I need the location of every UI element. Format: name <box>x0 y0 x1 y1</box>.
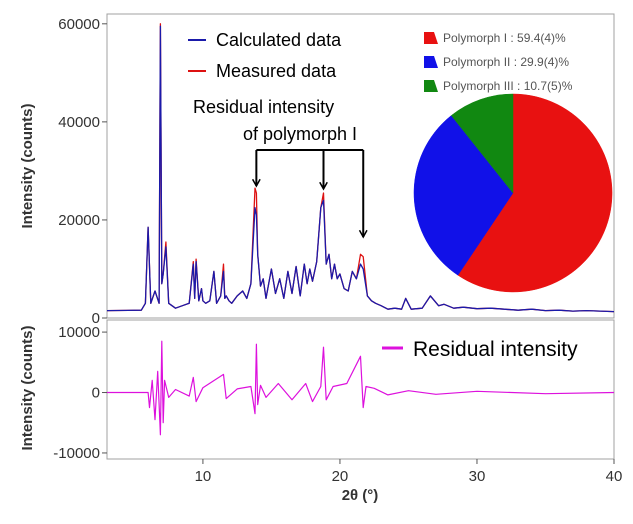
x-tick-label: 20 <box>332 468 349 485</box>
x-axis-label: 2θ (°) <box>342 487 379 504</box>
x-tick-label: 10 <box>195 468 212 485</box>
pie-legend-label: Polymorph II : 29.9(4)% <box>443 55 569 69</box>
polymorph-pie-chart <box>413 93 613 293</box>
pie-slice <box>457 93 613 293</box>
pie-legend-label: Polymorph I : 59.4(4)% <box>443 31 566 45</box>
pie-slice <box>413 115 514 276</box>
pie-legend-swatch <box>424 80 438 92</box>
top-y-tick-label: 60000 <box>58 16 100 33</box>
legend-label-residual: Residual intensity <box>413 338 578 361</box>
calculated-data-line <box>106 25 615 313</box>
bottom-y-axis-label: Intensity (counts) <box>19 325 36 450</box>
top-y-tick-label: 40000 <box>58 114 100 131</box>
bottom-legend: Residual intensity <box>382 338 578 361</box>
top-y-tick-label: 0 <box>92 310 100 327</box>
pie-legend-swatch <box>424 56 438 68</box>
legend-label-measured: Measured data <box>216 61 337 81</box>
top-legend: Calculated data Measured data <box>188 30 342 81</box>
x-axis: 10 20 30 40 <box>195 459 623 485</box>
bottom-y-tick-label: 0 <box>92 385 100 402</box>
residual-intensity-line <box>107 340 615 436</box>
bottom-panel: -10000 0 10000 10 20 30 40 Intensity (counts)… <box>19 319 623 504</box>
x-tick-label: 40 <box>606 468 623 485</box>
top-plot-frame <box>106 13 615 319</box>
bottom-y-axis: -10000 0 10000 <box>53 324 107 462</box>
top-series-lines <box>106 23 615 313</box>
pie-legend-label: Polymorph III : 10.7(5)% <box>443 79 573 93</box>
top-panel: 0 20000 40000 60000 Intensity (counts) Calc… <box>19 13 615 327</box>
bottom-y-tick-label: 10000 <box>58 324 100 341</box>
pie-legend-swatch <box>424 32 438 44</box>
bottom-series-lines <box>107 340 615 436</box>
top-y-axis-label: Intensity (counts) <box>19 103 36 228</box>
bottom-plot-frame <box>106 319 615 460</box>
bottom-y-tick-label: -10000 <box>53 445 100 462</box>
pie-slice <box>450 93 514 194</box>
top-y-tick-label: 20000 <box>58 212 100 229</box>
annotation-of-polymorph: of polymorph I <box>243 124 357 144</box>
x-tick-label: 30 <box>469 468 486 485</box>
annotation-residual-intensity: Residual intensity <box>193 97 334 117</box>
top-y-axis: 0 20000 40000 60000 <box>58 16 107 327</box>
annotation-arrows <box>256 149 363 237</box>
pie-legend: Polymorph I : 59.4(4)% Polymorph II : 29.… <box>424 31 573 93</box>
legend-label-calculated: Calculated data <box>216 30 342 50</box>
